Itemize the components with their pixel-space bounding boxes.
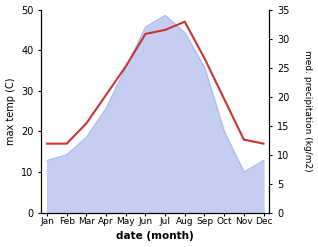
Y-axis label: med. precipitation (kg/m2): med. precipitation (kg/m2) <box>303 50 313 172</box>
Y-axis label: max temp (C): max temp (C) <box>5 77 16 145</box>
X-axis label: date (month): date (month) <box>116 231 194 242</box>
